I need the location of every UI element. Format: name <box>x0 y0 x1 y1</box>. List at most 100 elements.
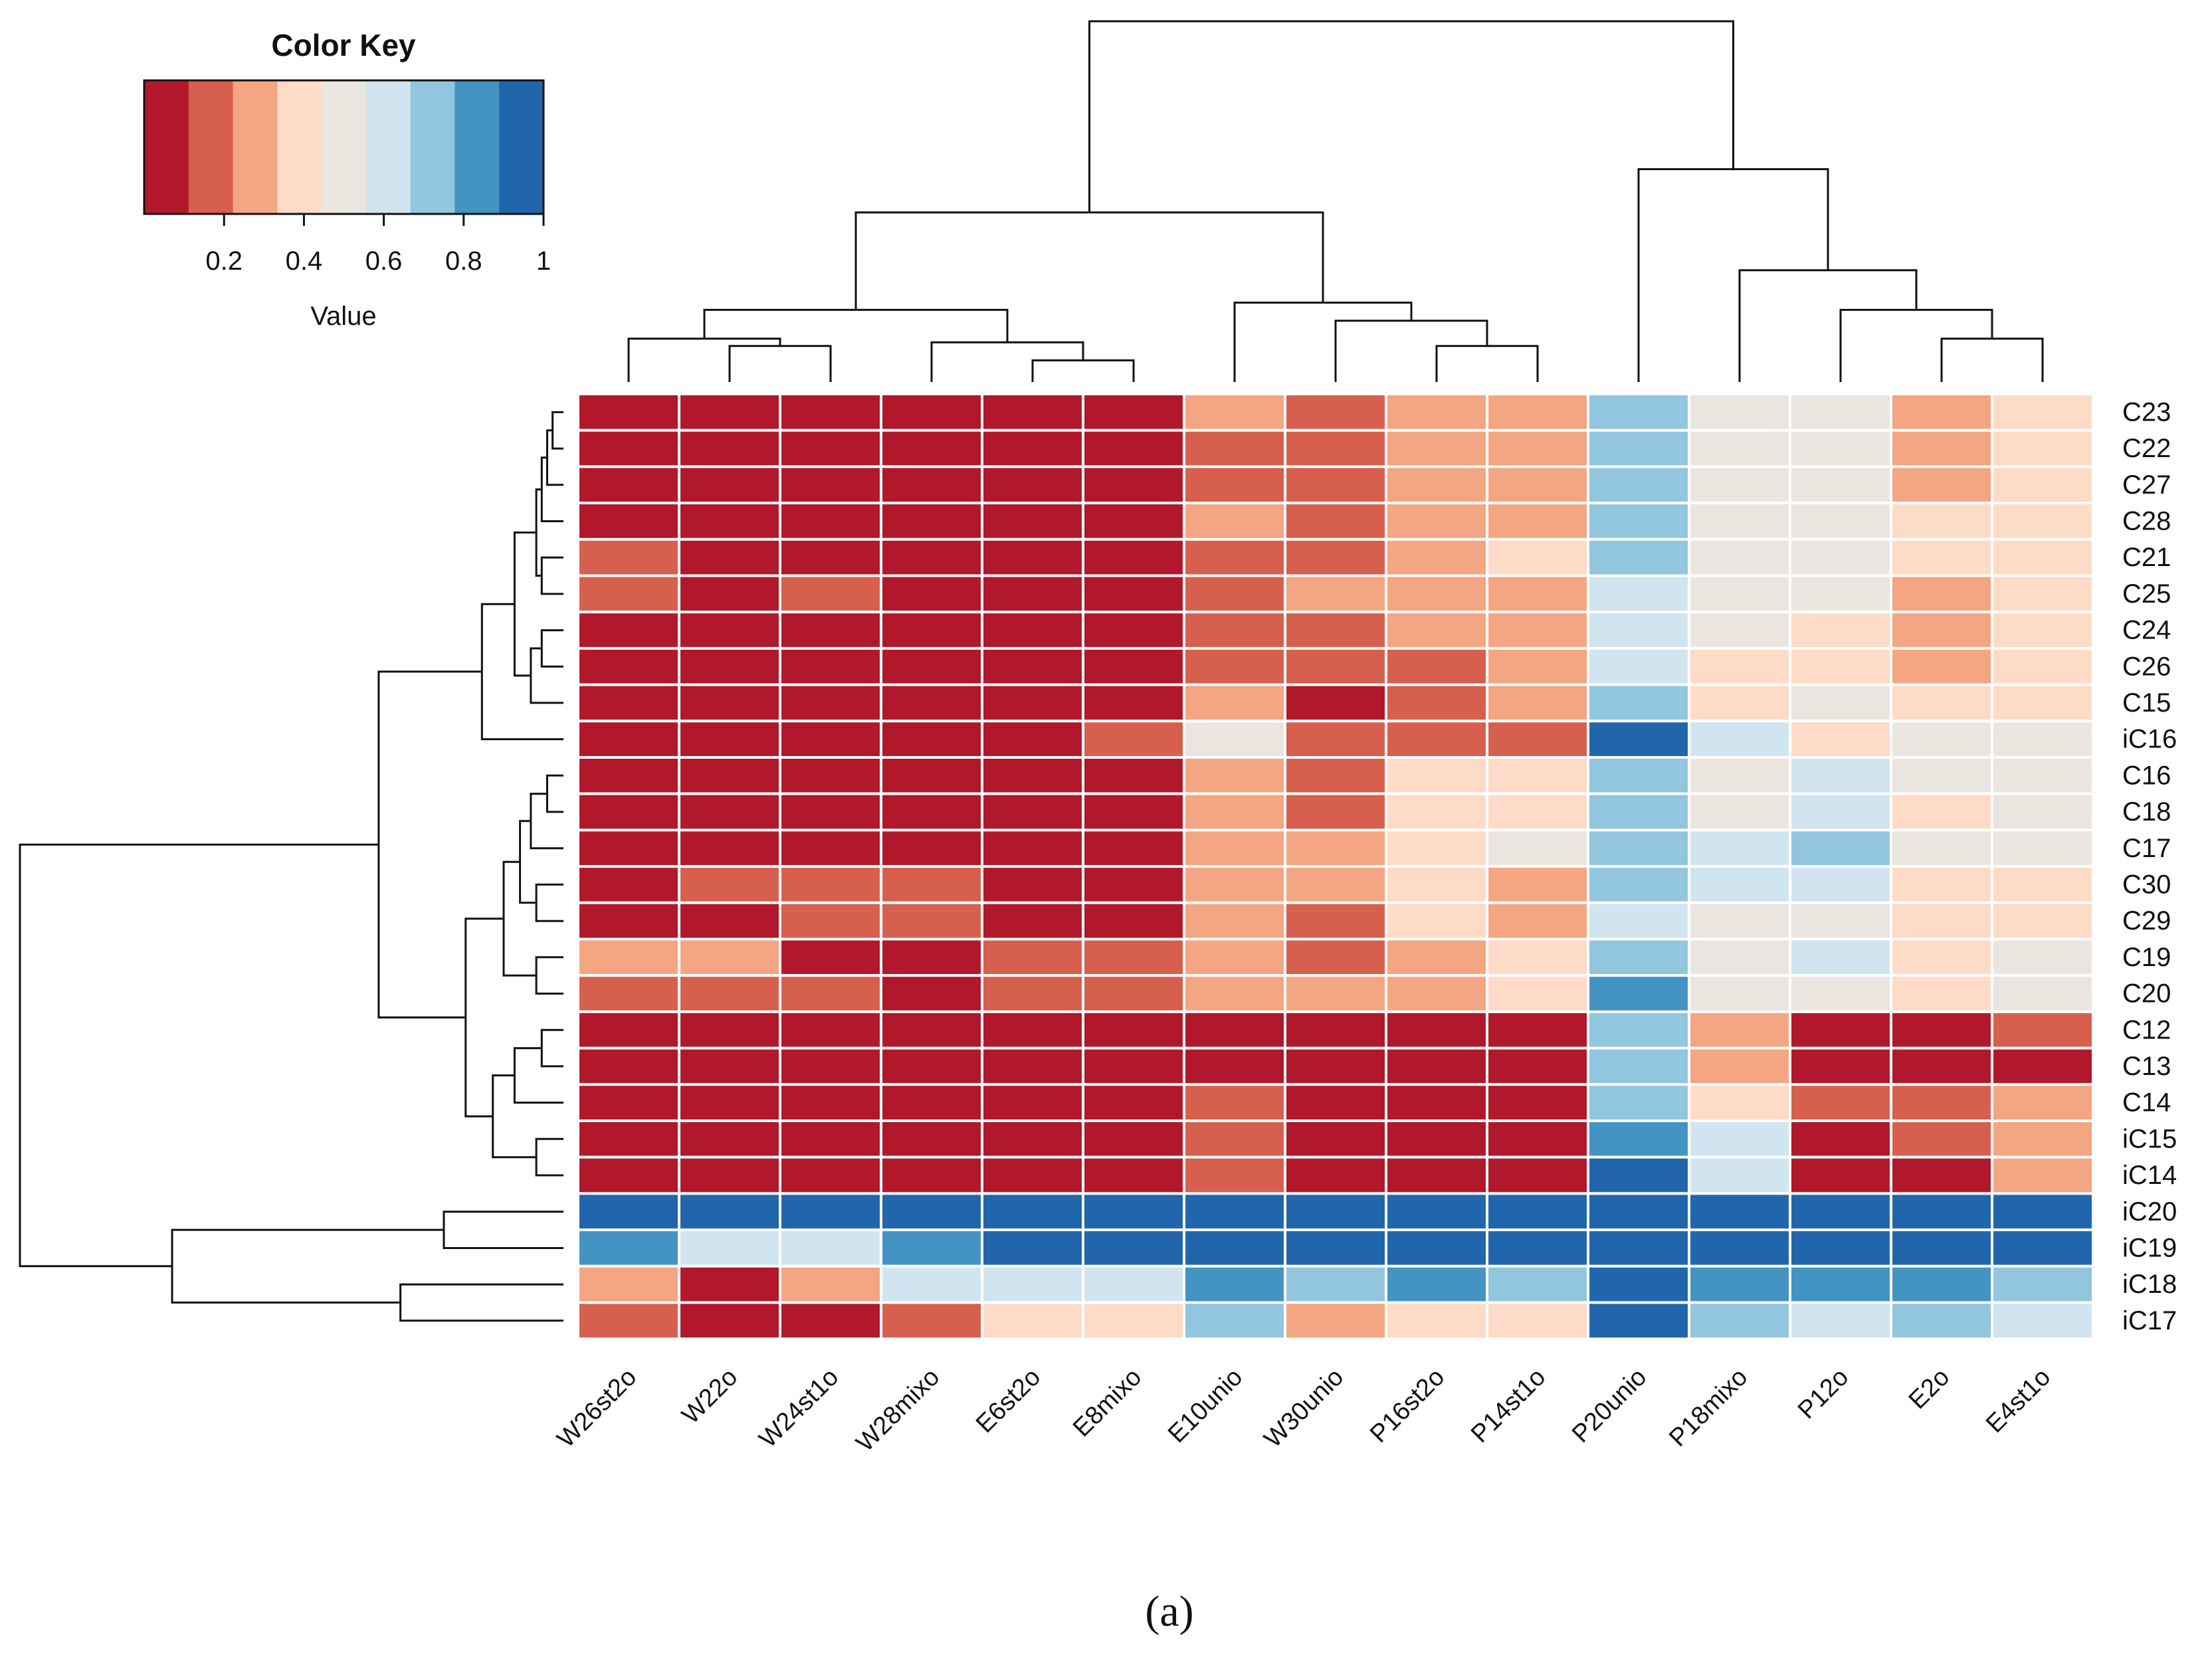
heatmap-cell <box>880 974 983 1013</box>
heatmap-cell <box>1587 1119 1690 1159</box>
heatmap-cell <box>1082 865 1185 904</box>
heatmap-cell <box>1385 1083 1488 1123</box>
heatmap-cell <box>678 1083 781 1123</box>
heatmap-cell <box>981 1083 1084 1123</box>
heatmap-cell <box>1890 683 1993 723</box>
heatmap-cell <box>1284 1155 1387 1195</box>
heatmap-cell <box>1688 429 1791 468</box>
heatmap-cell <box>779 901 882 941</box>
heatmap-cell <box>981 683 1084 723</box>
heatmap-cell <box>1789 720 1892 759</box>
heatmap-cell <box>1688 574 1791 614</box>
heatmap-cell <box>1890 756 1993 795</box>
heatmap-cell <box>1991 756 2094 795</box>
row-label: iC18 <box>2122 1270 2177 1299</box>
color-key-tick-label: 1 <box>536 246 551 276</box>
heatmap-cell <box>1486 1046 1589 1086</box>
heatmap-cell <box>1486 901 1589 941</box>
heatmap-cell <box>1587 502 1690 541</box>
heatmap-cell <box>1385 537 1488 577</box>
heatmap-cell <box>1082 611 1185 650</box>
row-label: C21 <box>2122 543 2171 572</box>
heatmap-cell <box>1890 429 1993 468</box>
heatmap-cell <box>678 828 781 868</box>
heatmap-cell <box>1789 574 1892 614</box>
heatmap-cell <box>1486 1192 1589 1232</box>
heatmap-cell <box>1385 1046 1488 1086</box>
heatmap-cell <box>678 611 781 650</box>
color-key-title: Color Key <box>271 28 416 62</box>
heatmap-cell <box>1991 901 2094 941</box>
heatmap-cell <box>1688 1228 1791 1268</box>
heatmap-cell <box>1183 1046 1286 1086</box>
heatmap-cell <box>1789 393 1892 432</box>
heatmap-cell <box>1789 611 1892 650</box>
heatmap-cell <box>880 683 983 723</box>
heatmap-cell <box>880 465 983 505</box>
heatmap-cell <box>1486 828 1589 868</box>
heatmap-cell <box>1991 646 2094 686</box>
heatmap-cell <box>880 574 983 614</box>
heatmap-cell <box>1688 974 1791 1013</box>
heatmap-cell <box>678 720 781 759</box>
heatmap-cell <box>1890 865 1993 904</box>
heatmap-cell <box>981 1192 1084 1232</box>
heatmap-cell <box>1284 683 1387 723</box>
heatmap-cell <box>1890 792 1993 832</box>
row-label: iC14 <box>2122 1161 2177 1190</box>
color-key-tick-label: 0.8 <box>445 246 482 276</box>
heatmap-cell <box>1587 1083 1690 1123</box>
heatmap-cell <box>577 720 680 759</box>
heatmap-cell <box>981 974 1084 1013</box>
row-labels: C23 C22 C27 C28 C21 C25 C24 C26 C15 iC16 C16 C18 C17… <box>2122 397 2177 1335</box>
heatmap-cell <box>1991 865 2094 904</box>
heatmap-cell <box>981 646 1084 686</box>
heatmap-cell <box>577 502 680 541</box>
heatmap-cell <box>1587 974 1690 1013</box>
heatmap-cell <box>981 756 1084 795</box>
heatmap-cell <box>1890 1228 1993 1268</box>
heatmap-cell <box>1486 683 1589 723</box>
heatmap-cell <box>1385 502 1488 541</box>
heatmap-cell <box>1890 1083 1993 1123</box>
heatmap-cell <box>1587 1228 1690 1268</box>
row-dendrogram <box>19 411 563 1322</box>
heatmap-cell <box>1183 1010 1286 1050</box>
heatmap-cell <box>1688 1046 1791 1086</box>
heatmap-cell <box>1284 502 1387 541</box>
heatmap-cell <box>678 393 781 432</box>
heatmap-cell <box>779 1046 882 1086</box>
heatmap-cell <box>981 1155 1084 1195</box>
heatmap-cell <box>1183 574 1286 614</box>
heatmap-cell <box>1890 465 1993 505</box>
heatmap-cell <box>1789 865 1892 904</box>
row-label: C26 <box>2122 652 2171 681</box>
heatmap-cell <box>779 1192 882 1232</box>
heatmap-cell <box>1789 429 1892 468</box>
heatmap-cell <box>880 828 983 868</box>
heatmap-cell <box>678 429 781 468</box>
heatmap-cell <box>1082 1301 1185 1341</box>
heatmap-cell <box>981 502 1084 541</box>
heatmap-cell <box>779 792 882 832</box>
heatmap-cells <box>577 393 2094 1341</box>
heatmap-cell <box>678 901 781 941</box>
heatmap-cell <box>1789 1119 1892 1159</box>
heatmap-cell <box>1385 465 1488 505</box>
heatmap-cell <box>1587 611 1690 650</box>
heatmap-cell <box>1183 792 1286 832</box>
heatmap-cell <box>880 1192 983 1232</box>
heatmap-cell <box>577 574 680 614</box>
heatmap-cell <box>577 683 680 723</box>
heatmap-cell <box>1284 1083 1387 1123</box>
heatmap-cell <box>1688 1119 1791 1159</box>
heatmap-cell <box>1688 756 1791 795</box>
heatmap-cell <box>1082 756 1185 795</box>
heatmap-cell <box>1991 1192 2094 1232</box>
heatmap-cell <box>1789 502 1892 541</box>
heatmap-cell <box>1789 792 1892 832</box>
heatmap-cell <box>577 1155 680 1195</box>
heatmap-cell <box>779 937 882 977</box>
heatmap-cell <box>981 1264 1084 1304</box>
heatmap-cell <box>1789 1155 1892 1195</box>
